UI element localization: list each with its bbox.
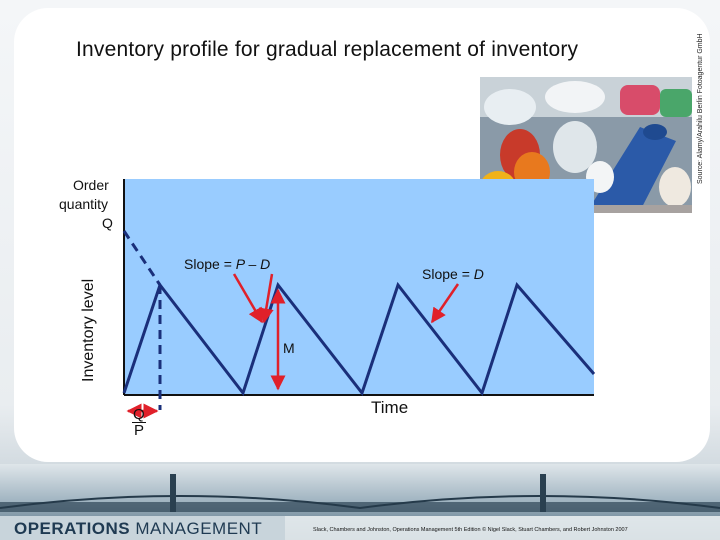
slope-build-arrow-2 [258,273,274,324]
slope-build-label: Slope = P – D [184,256,271,272]
q-over-p-denominator: P [134,422,145,439]
q-over-p-numerator: Q [133,406,145,423]
footer-bridge-banner [0,464,720,540]
order-quantity-label-line3: Q [102,215,113,231]
inventory-sawtooth-line [122,281,596,397]
order-quantity-dashed-line [122,230,162,286]
slope-use-label: Slope = D [422,266,484,282]
slope-use-arrow [430,283,460,324]
order-quantity-label-line1: Order [73,177,109,193]
x-axis-label: Time [371,398,409,417]
y-axis-label: Inventory level [80,278,97,382]
slide-title: Inventory profile for gradual replacemen… [76,38,579,61]
max-inventory-label: M [283,340,295,356]
operations-management-logo: OPERATIONS MANAGEMENT [14,519,263,538]
q-over-p-fraction-bar [132,422,146,423]
citation-text: Slack, Chambers and Johnston, Operations… [313,527,628,533]
order-quantity-label-line2: quantity [59,196,109,212]
plot-area [124,179,594,394]
slope-build-arrow-1 [232,273,264,324]
